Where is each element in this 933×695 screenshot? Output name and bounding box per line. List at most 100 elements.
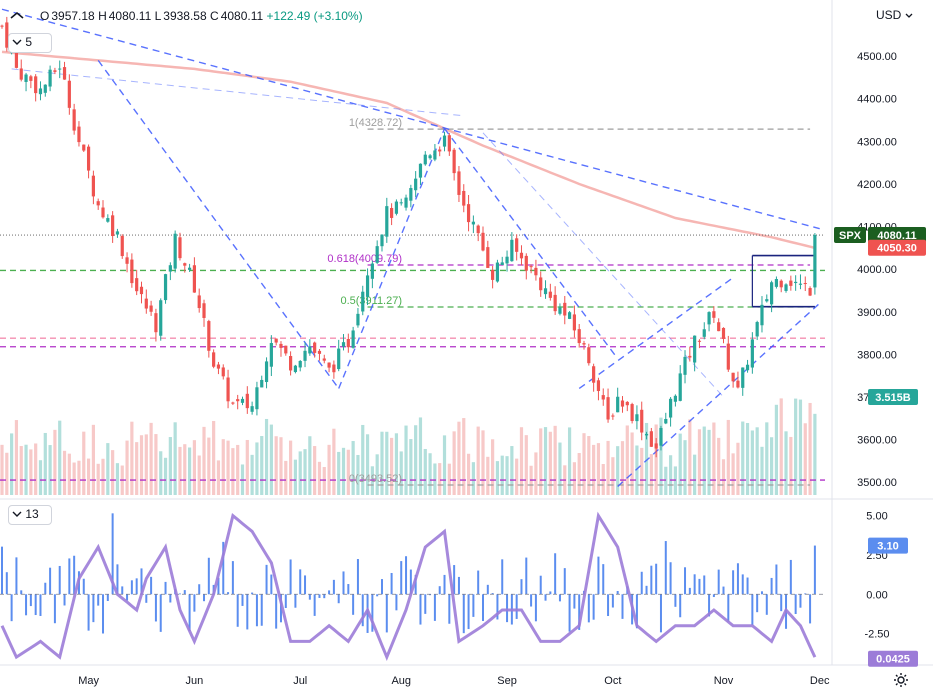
oscillator-pill[interactable]: [8, 505, 52, 525]
oscillator-bar: [178, 593, 181, 595]
candle-body: [168, 265, 172, 272]
oscillator-bar: [804, 593, 807, 595]
oscillator-bar: [525, 557, 528, 595]
volume-bar: [750, 430, 754, 495]
gear-icon[interactable]: [893, 672, 909, 688]
oscillator-value: 13: [25, 507, 39, 521]
oscillator-toggle[interactable]: 13: [12, 507, 39, 521]
last-price-tag-bg: [868, 227, 926, 244]
volume-bar: [664, 466, 668, 495]
candle-body: [423, 154, 427, 165]
oscillator-bar: [380, 579, 383, 595]
time-tick-label: Oct: [604, 675, 621, 687]
volume-bar: [221, 439, 225, 495]
candle-body: [774, 279, 779, 287]
candle-body: [159, 300, 163, 336]
oscillator-bar: [20, 590, 23, 595]
trend-line: [578, 277, 734, 390]
oscillator-bar: [741, 574, 744, 595]
volume-bar: [707, 429, 711, 495]
candle-body: [736, 380, 740, 388]
trend-line: [11, 68, 464, 117]
candle-body: [322, 358, 326, 361]
candle-body: [96, 201, 100, 206]
candle-body: [346, 338, 350, 348]
high-value: 4080.11: [108, 9, 152, 23]
candle-body: [48, 69, 52, 87]
volume-bar: [404, 425, 408, 495]
volume-bar: [741, 421, 745, 495]
volume-bar: [794, 398, 798, 495]
volume-bar: [361, 424, 365, 495]
volume-bar: [5, 452, 9, 495]
oscillator-bar: [255, 594, 258, 627]
oscillator-bar: [616, 591, 619, 595]
interval-toggle[interactable]: 5: [12, 35, 32, 49]
oscillator-bar: [775, 564, 778, 595]
time-tick-label: Jun: [186, 675, 204, 687]
currency-selector[interactable]: USD: [876, 8, 913, 22]
oscillator-bar: [578, 594, 581, 630]
oscillator-bar: [385, 594, 388, 633]
volume-bar: [582, 433, 586, 495]
candle-body: [611, 415, 615, 417]
oscillator-bar: [640, 571, 643, 595]
candle-body: [688, 355, 692, 358]
candle-body: [29, 76, 33, 81]
candle-body: [390, 207, 394, 218]
candle-body: [803, 283, 807, 285]
oscillator-line-tag-bg: [868, 650, 918, 667]
candle-body: [596, 380, 601, 392]
oscillator-bar: [159, 594, 162, 632]
candle-body: [173, 233, 177, 269]
fib-level-label: 1(4328.72): [349, 117, 402, 129]
collapse-legend-icon[interactable]: [8, 9, 26, 23]
candle-body: [668, 398, 673, 418]
candle-body: [693, 335, 697, 363]
candle-body: [394, 201, 399, 214]
candle-body: [524, 255, 528, 271]
oscillator-bar: [684, 567, 687, 595]
candle-body: [245, 393, 249, 409]
oscillator-bar: [289, 559, 292, 595]
oscillator-bar: [25, 594, 28, 616]
candle-body: [183, 263, 187, 266]
candle-body: [433, 150, 437, 160]
oscillator-bar: [29, 594, 32, 607]
trend-line: [1, 8, 820, 230]
volume-bar: [697, 429, 702, 495]
oscillator-bar: [284, 594, 287, 608]
oscillator-bar: [217, 577, 220, 595]
oscillator-bar: [63, 594, 66, 606]
volume-bar: [808, 402, 812, 495]
volume-bar: [34, 443, 38, 495]
volume-bar: [341, 447, 346, 495]
oscillator-bar: [756, 594, 759, 613]
oscillator-bar: [491, 593, 494, 595]
oscillator-bar: [44, 582, 47, 595]
candle-body: [404, 197, 408, 208]
candle-body: [279, 343, 283, 348]
candle-body: [750, 339, 754, 368]
oscillator-bar: [453, 565, 456, 595]
oscillator-tick-label: 0.00: [866, 589, 887, 601]
candle-body: [471, 221, 475, 225]
candle-body: [452, 149, 456, 174]
oscillator-bar: [568, 594, 571, 632]
oscillator-bar: [126, 594, 129, 601]
candle-body: [260, 379, 264, 388]
oscillator-line-tag: 0.0425: [876, 654, 910, 666]
candle-body: [5, 22, 9, 48]
candle-body: [529, 266, 533, 268]
volume-bar: [0, 444, 4, 495]
price-tick-label: 3900.00: [857, 307, 897, 319]
fib-level-label: 0.5(3911.27): [340, 295, 402, 307]
volume-bar: [678, 433, 682, 495]
oscillator-bar: [97, 594, 100, 606]
oscillator-bar: [227, 592, 230, 595]
interval-pill[interactable]: [8, 33, 52, 53]
volume-bar: [736, 442, 740, 495]
oscillator-bar: [111, 513, 114, 595]
candle-body: [327, 362, 331, 368]
